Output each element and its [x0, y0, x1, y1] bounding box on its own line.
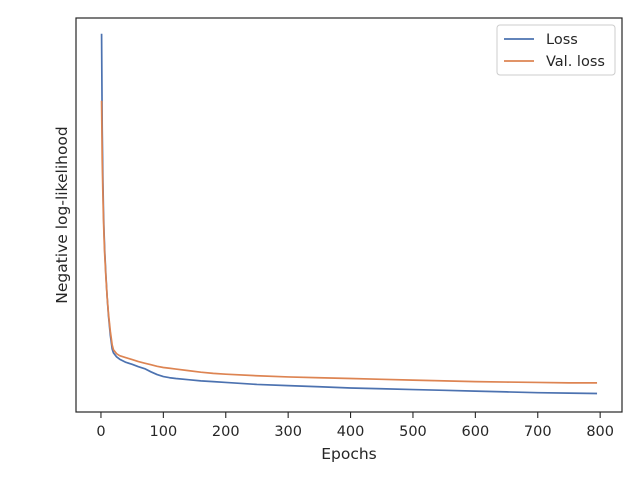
x-tick-label: 600 — [462, 424, 490, 440]
x-tick-label: 700 — [524, 424, 552, 440]
legend: Loss Val. loss — [496, 24, 616, 76]
x-tick-label: 300 — [274, 424, 302, 440]
plot-frame — [75, 17, 623, 413]
x-tick-label: 500 — [399, 424, 427, 440]
x-tick-label: 800 — [586, 424, 614, 440]
x-tick-label: 400 — [337, 424, 365, 440]
plot-background — [76, 18, 622, 412]
x-tick-label: 100 — [150, 424, 178, 440]
x-tick-label: 0 — [96, 424, 105, 440]
x-axis-ticks: 0 100 200 300 400 500 600 700 800 — [96, 412, 614, 440]
legend-label-loss: Loss — [546, 32, 578, 48]
x-axis-label: Epochs — [321, 445, 377, 463]
x-tick-label: 200 — [212, 424, 240, 440]
series-line-val-loss — [100, 100, 598, 384]
legend-box — [496, 24, 616, 76]
y-axis-label: Negative log-likelihood — [53, 126, 71, 304]
legend-label-val-loss: Val. loss — [546, 54, 605, 70]
series-layer — [100, 33, 598, 395]
